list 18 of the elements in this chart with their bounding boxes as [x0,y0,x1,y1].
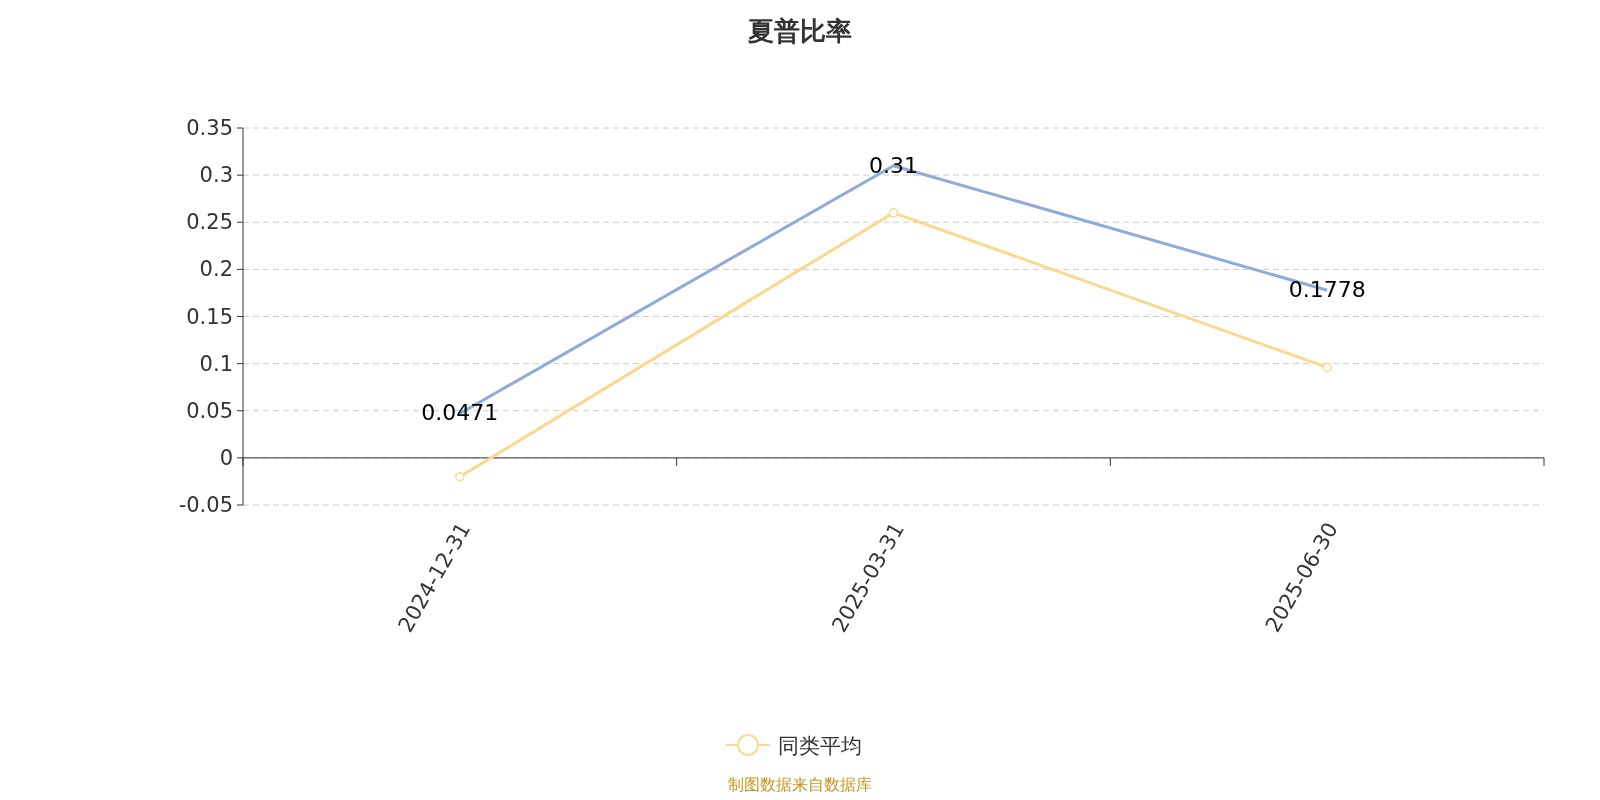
y-tick-label: 0 [219,445,233,470]
y-tick-label: 0.25 [186,210,233,235]
y-tick-label: 0.35 [186,116,233,140]
legend-label: 同类平均 [778,734,862,758]
y-tick-label: 0.1 [199,351,233,376]
y-tick-label: 0.2 [199,257,233,282]
data-label: 0.0471 [421,400,499,426]
y-tick-label: 0.3 [199,163,233,188]
y-tick-label: 0.15 [186,304,233,329]
text: 制图数据来自数据库 [728,775,872,794]
y-tick-label: 0.05 [186,398,233,423]
point [455,471,465,482]
point [888,208,899,218]
point [1322,362,1332,373]
y-tick-label: -0.05 [178,493,233,517]
data-label: 0.31 [869,152,918,178]
data-label: 0.1778 [1288,277,1366,303]
chart-title: 夏普比率 [747,16,852,46]
